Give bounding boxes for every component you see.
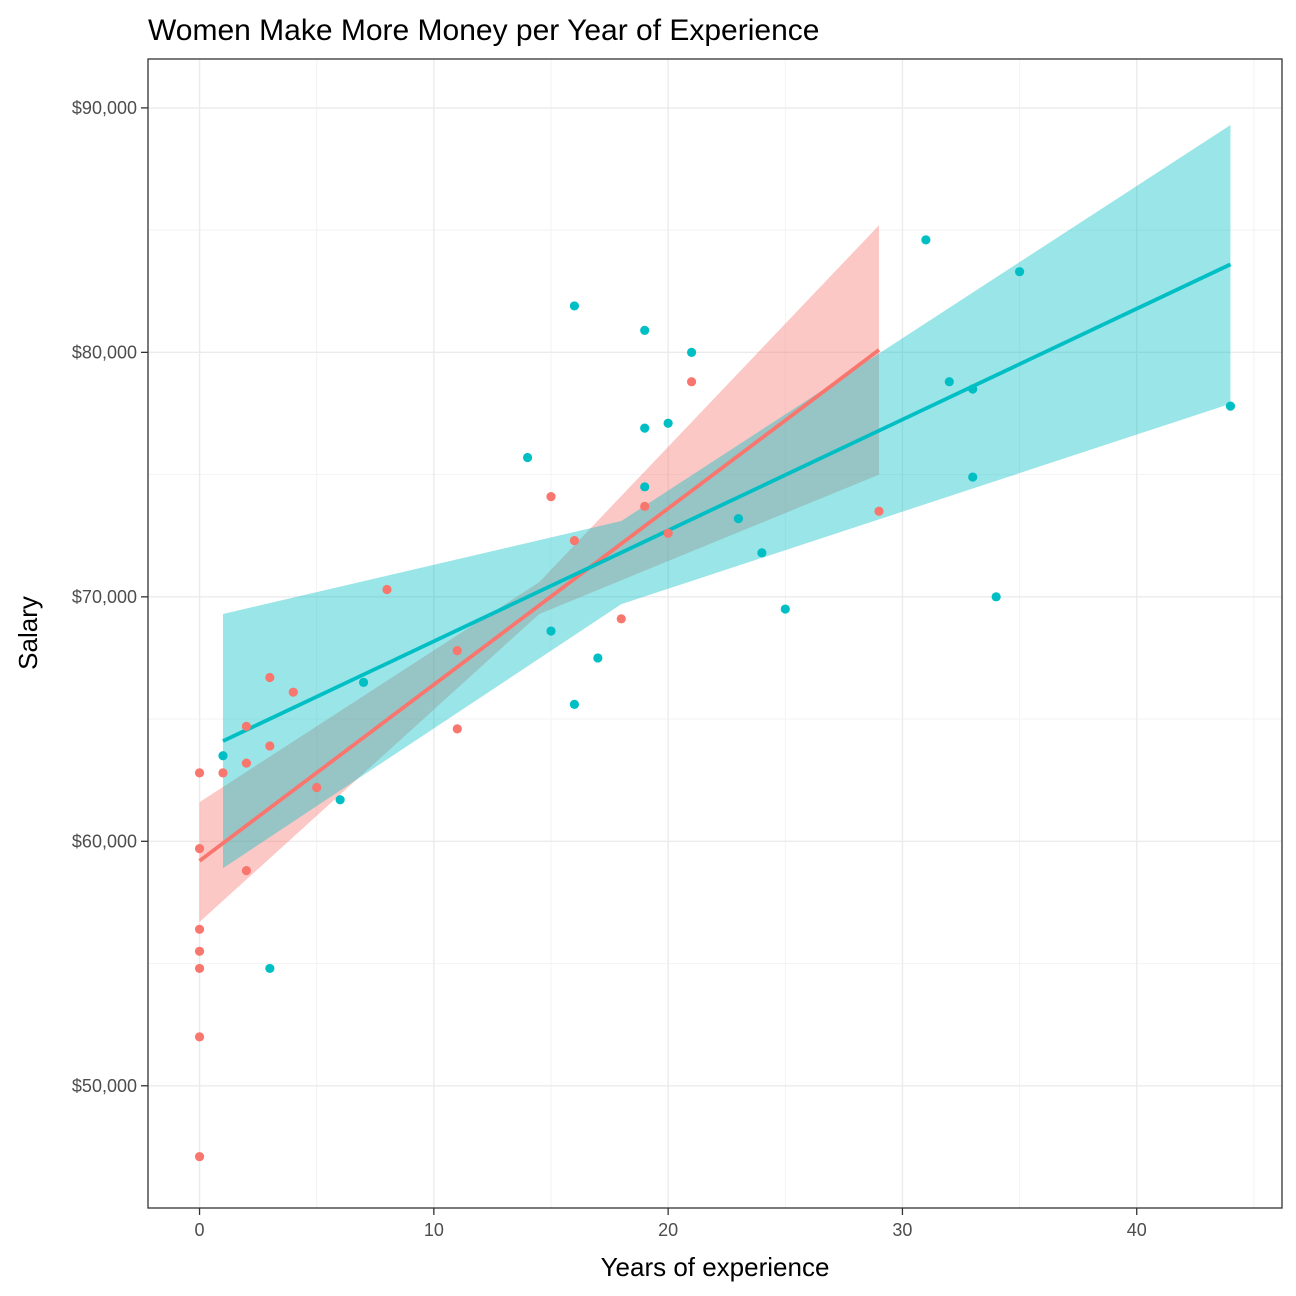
- data-point-1-23: [1225, 401, 1236, 411]
- data-point-0-5: [194, 1032, 205, 1042]
- data-point-1-11: [640, 482, 650, 492]
- data-point-1-19: [968, 384, 978, 394]
- data-point-0-13: [288, 687, 298, 697]
- data-point-0-6: [194, 1152, 205, 1162]
- y-tick-label-3: $80,000: [72, 342, 137, 362]
- data-points: [194, 235, 1236, 1162]
- data-point-0-4: [194, 963, 205, 974]
- data-point-0-17: [452, 724, 462, 734]
- data-point-1-1: [265, 963, 275, 974]
- data-point-1-20: [968, 472, 978, 482]
- x-axis-title: Years of experience: [601, 1252, 830, 1282]
- data-point-1-14: [733, 514, 744, 524]
- y-tick-label-1: $60,000: [72, 831, 137, 851]
- data-point-1-16: [780, 604, 790, 614]
- regression-line-1: [222, 262, 1232, 743]
- y-tick-label-0: $50,000: [72, 1076, 137, 1096]
- x-tick-label-3: 30: [892, 1220, 912, 1240]
- data-point-0-18: [546, 491, 556, 502]
- data-point-1-4: [522, 452, 533, 463]
- data-point-1-7: [569, 699, 580, 709]
- x-tick-label-4: 40: [1127, 1220, 1147, 1240]
- data-point-1-6: [569, 301, 580, 311]
- data-point-0-0: [194, 768, 205, 778]
- data-point-1-15: [757, 548, 767, 558]
- data-point-0-11: [265, 672, 275, 683]
- data-point-1-21: [991, 592, 1001, 602]
- confidence-ribbons: [199, 125, 1231, 922]
- confidence-ribbon-0: [199, 225, 880, 922]
- data-point-0-16: [452, 646, 462, 656]
- x-axis: 0 10 20 30 40: [195, 1208, 1147, 1240]
- data-point-0-1: [194, 844, 205, 854]
- panel-border: [147, 58, 1283, 1209]
- x-tick-label-2: 20: [658, 1220, 678, 1240]
- data-point-0-14: [312, 782, 322, 793]
- data-point-1-8: [593, 653, 603, 663]
- data-point-1-12: [663, 418, 673, 428]
- data-point-0-15: [382, 584, 392, 595]
- chart-title: Women Make More Money per Year of Experi…: [148, 14, 819, 47]
- data-point-0-24: [874, 506, 884, 516]
- data-point-1-9: [640, 325, 650, 335]
- data-point-0-3: [194, 946, 205, 956]
- x-tick-label-1: 10: [424, 1220, 444, 1240]
- data-point-1-0: [218, 751, 228, 761]
- data-point-1-2: [335, 795, 345, 805]
- data-point-0-21: [640, 501, 650, 511]
- minor-gridlines: [148, 59, 1282, 1208]
- data-point-1-22: [1014, 267, 1025, 277]
- data-point-1-5: [546, 626, 556, 636]
- data-point-0-2: [194, 924, 205, 934]
- data-point-0-22: [663, 528, 673, 538]
- data-point-0-10: [241, 758, 252, 768]
- x-tick-label-0: 0: [195, 1220, 205, 1240]
- data-point-0-19: [569, 536, 580, 546]
- data-point-0-23: [686, 377, 697, 387]
- data-point-0-7: [218, 768, 228, 778]
- data-point-0-8: [241, 866, 252, 876]
- y-tick-label-4: $90,000: [72, 98, 137, 118]
- regression-lines: [198, 262, 1232, 863]
- major-gridlines: [148, 59, 1282, 1208]
- regression-line-0: [198, 348, 881, 863]
- data-point-1-3: [358, 677, 369, 687]
- data-point-1-17: [921, 235, 931, 245]
- confidence-ribbon-1: [222, 125, 1231, 869]
- y-axis: $50,000 $60,000 $70,000 $80,000 $90,000: [72, 98, 148, 1096]
- data-point-1-18: [944, 377, 954, 387]
- data-point-0-20: [616, 614, 626, 624]
- data-point-1-10: [640, 423, 650, 433]
- data-point-0-12: [265, 741, 275, 751]
- data-point-0-9: [241, 721, 252, 731]
- y-tick-label-2: $70,000: [72, 587, 137, 607]
- data-point-1-13: [686, 347, 697, 357]
- y-axis-title: Salary: [13, 596, 43, 670]
